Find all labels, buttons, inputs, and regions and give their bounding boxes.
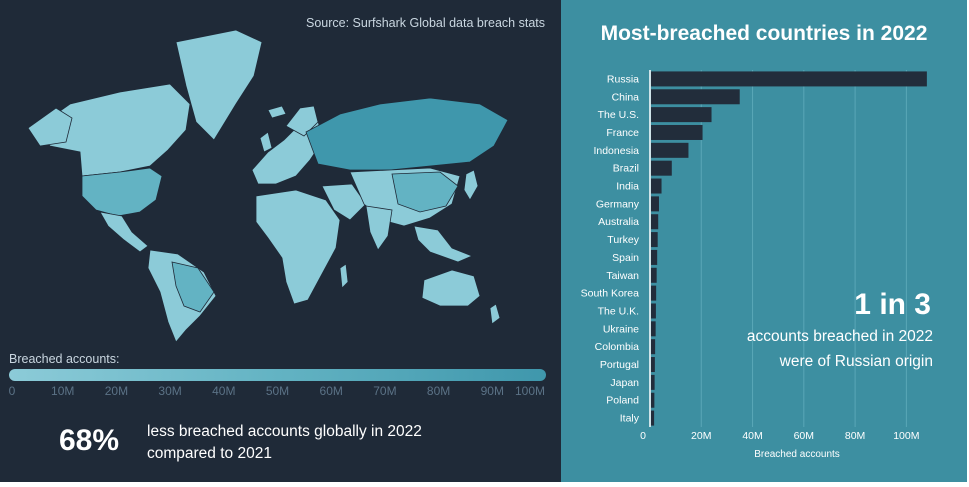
bar — [651, 232, 658, 248]
scandinavia-shape — [285, 105, 319, 137]
usa-shape — [81, 167, 163, 217]
category-label: South Korea — [581, 288, 640, 300]
bar — [651, 214, 659, 230]
category-label: The U.S. — [598, 109, 639, 121]
bar — [651, 124, 703, 140]
category-label: Italy — [620, 413, 640, 425]
x-tick-label: 20M — [691, 430, 711, 442]
bar — [651, 374, 655, 390]
bar — [651, 339, 656, 355]
callout-ratio: 1 in 3 — [854, 288, 931, 321]
canada-shape — [35, 83, 191, 177]
bar — [651, 357, 655, 373]
category-label: China — [612, 91, 640, 103]
world-map — [27, 29, 509, 343]
bar — [651, 392, 655, 408]
uk-shape — [259, 131, 273, 153]
legend-tick: 100M — [514, 384, 546, 398]
bar — [651, 285, 657, 301]
category-label: Portugal — [600, 359, 639, 371]
russia-shape — [305, 97, 509, 171]
category-label: Spain — [612, 252, 639, 264]
africa-shape — [255, 189, 341, 305]
bar — [651, 160, 672, 176]
chart-panel: Most-breached countries in 2022 Russia Ch… — [561, 0, 967, 482]
callout-description: accounts breached in 2022 were of Russia… — [746, 328, 933, 370]
bar — [651, 196, 659, 212]
legend-tick: 20M — [104, 384, 129, 398]
x-tick-label: 80M — [845, 430, 865, 442]
category-label: Germany — [596, 198, 640, 210]
x-tick-label: 60M — [794, 430, 814, 442]
stat-percentage: 68% — [59, 424, 120, 457]
bar — [651, 267, 657, 283]
category-label: India — [616, 181, 639, 193]
legend-tick: 90M — [480, 384, 504, 398]
legend-tick: 40M — [212, 384, 236, 398]
madagascar-shape — [339, 263, 349, 289]
category-label: France — [606, 127, 639, 139]
legend-tick: 80M — [426, 384, 451, 398]
category-label: Colombia — [595, 341, 640, 353]
china-shape — [391, 171, 459, 213]
bar — [651, 71, 927, 87]
southeast-asia-shape — [413, 225, 474, 263]
x-tick-label: 100M — [893, 430, 919, 442]
chart-title: Most-breached countries in 2022 — [600, 22, 928, 45]
x-axis-label: Breached accounts — [754, 449, 840, 460]
bar — [651, 410, 655, 426]
bar — [651, 142, 689, 158]
legend-ticks: 0 10M 20M 30M 40M 50M 60M 70M 80M 90M 100M — [9, 384, 546, 400]
category-label: Australia — [598, 216, 639, 228]
bar-chart: Russia China The U.S. France Indonesia Brazil… — [581, 70, 927, 460]
central-america-shape — [99, 211, 149, 253]
india-shape — [365, 205, 393, 251]
legend-tick: 50M — [265, 384, 290, 398]
map-panel: Source: Surfshark Global data breach sta… — [0, 0, 561, 482]
category-label: Poland — [606, 395, 639, 407]
bar — [651, 321, 656, 337]
bar — [651, 249, 658, 265]
australia-shape — [421, 269, 481, 307]
legend-tick: 30M — [158, 384, 182, 398]
category-label: Russia — [607, 73, 639, 85]
bar — [651, 107, 712, 123]
x-tick-label: 0 — [640, 430, 646, 442]
japan-shape — [463, 169, 479, 201]
category-label: Japan — [610, 377, 639, 389]
category-label: Indonesia — [593, 145, 639, 157]
bar — [651, 89, 740, 105]
category-label: The U.K. — [598, 305, 639, 317]
brazil-shape — [171, 261, 215, 313]
iceland-shape — [267, 105, 287, 119]
bar — [651, 303, 656, 319]
category-label: Brazil — [613, 163, 639, 175]
legend-label: Breached accounts: — [9, 352, 120, 366]
new-zealand-shape — [489, 303, 501, 325]
greenland-shape — [175, 29, 263, 141]
bar — [651, 178, 662, 194]
middle-east-shape — [321, 183, 367, 221]
stat-description: less breached accounts globally in 2022 … — [147, 423, 422, 462]
legend-tick: 60M — [319, 384, 343, 398]
legend-tick: 70M — [373, 384, 397, 398]
alaska-shape — [27, 107, 73, 147]
legend-tick: 0 — [8, 384, 16, 398]
source-note: Source: Surfshark Global data breach sta… — [305, 16, 545, 30]
category-label: Ukraine — [603, 323, 639, 335]
category-label: Taiwan — [606, 270, 639, 282]
legend-tick: 10M — [51, 384, 75, 398]
category-label: Turkey — [607, 234, 639, 246]
legend-color-bar — [9, 369, 546, 381]
x-tick-label: 40M — [742, 430, 762, 442]
